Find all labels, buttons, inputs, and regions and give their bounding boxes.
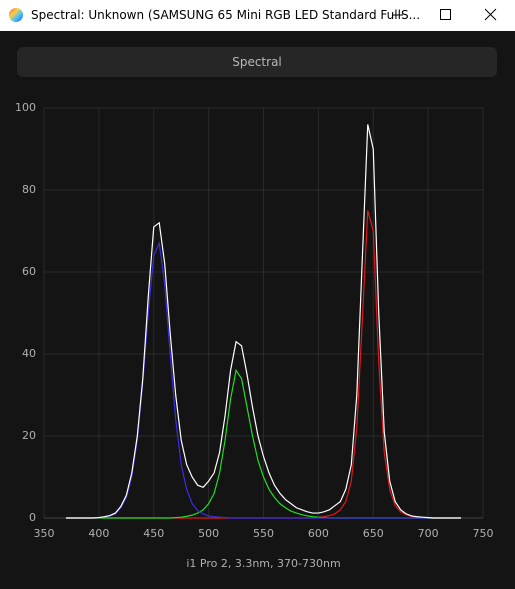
series-line xyxy=(65,124,462,519)
x-tick-label: 500 xyxy=(198,527,219,540)
app-icon xyxy=(9,8,23,22)
title-bar-icons xyxy=(9,8,497,22)
x-tick-label: 450 xyxy=(143,527,164,540)
y-tick-label: 80 xyxy=(22,183,36,196)
y-tick-label: 100 xyxy=(15,101,36,114)
y-tick-label: 40 xyxy=(22,347,36,360)
x-tick-label: 750 xyxy=(473,527,494,540)
x-axis-label: i1 Pro 2, 3.3nm, 370-730nm xyxy=(186,557,340,570)
y-tick-label: 60 xyxy=(22,265,36,278)
spectral-button[interactable]: Spectral xyxy=(17,47,497,77)
window-title: Spectral: Unknown (SAMSUNG 65 Mini RGB L… xyxy=(31,8,421,22)
y-tick-label: 0 xyxy=(29,511,36,524)
x-tick-label: 700 xyxy=(418,527,439,540)
x-tick-label: 650 xyxy=(363,527,384,540)
x-tick-label: 400 xyxy=(88,527,109,540)
title-bar: Spectral: Unknown (SAMSUNG 65 Mini RGB L… xyxy=(0,0,515,31)
maximize-button[interactable] xyxy=(440,9,451,20)
x-tick-label: 350 xyxy=(34,527,55,540)
x-tick-label: 600 xyxy=(308,527,329,540)
chart: 0 20 40 60 80 100 350 400 450 500 550 600 650 700 750 i… xyxy=(15,101,494,570)
x-tick-label: 550 xyxy=(253,527,274,540)
y-tick-label: 20 xyxy=(22,429,36,442)
close-button[interactable] xyxy=(484,8,497,21)
series-line xyxy=(65,241,462,519)
